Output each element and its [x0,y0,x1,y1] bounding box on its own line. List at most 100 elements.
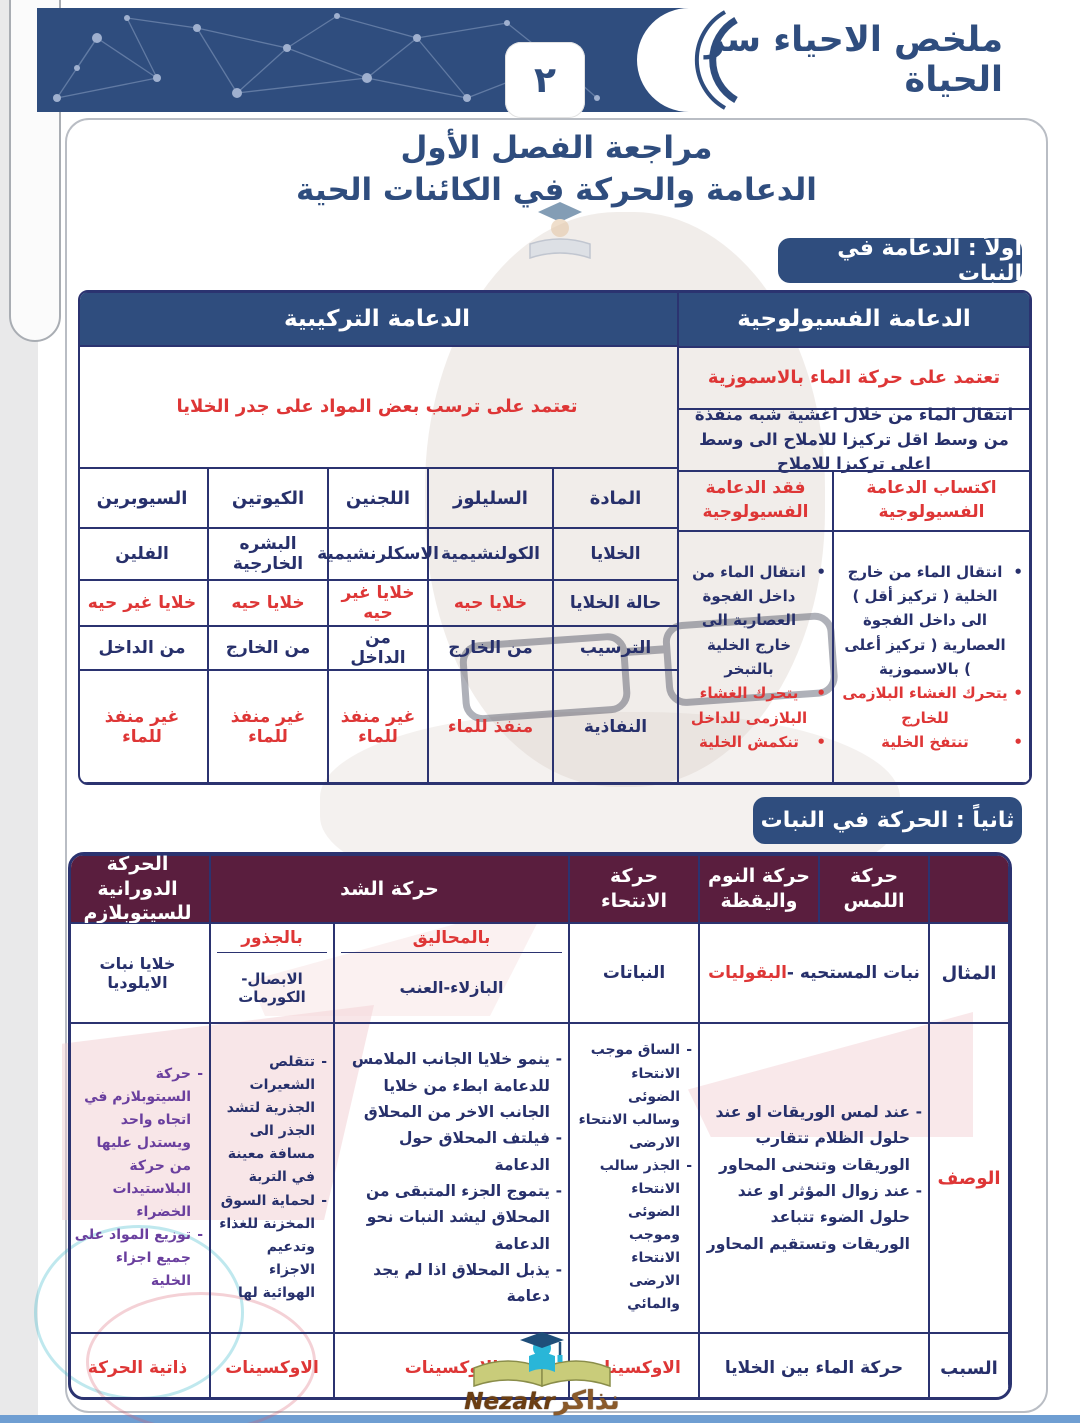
description-tendrils-4: يذبل المحلاق اذا لم يجد دعامة [341,1257,562,1310]
watermark-latin: Nezakr [464,1389,555,1415]
graduate-book-icon [473,1332,611,1388]
description-touch-2: عند زوال المؤثر او عند حلول الضوء تتباعد… [706,1178,922,1257]
section2-badge: ثانياً : الحركة في النبات [753,797,1022,844]
crescent-icon [694,10,738,110]
example-touch-plant: نبات المستحيه - [786,963,920,983]
description-rotation-1: حركة السيتوبلازم في اتجاه واحد ويستدل عل… [72,1063,203,1225]
col-header-material: المادة [553,468,678,528]
materials-header-row: المادة السليلوز اللجنين الكيوتين السيوبر… [80,468,678,528]
row-label-cause: السبب [929,1333,1009,1397]
loss-details: انتقال الماء من داخل الفجوة العصارية الى… [678,531,833,783]
section2-badge-label: ثانياً : الحركة في النبات [760,808,1015,833]
cell-value: الفلين [80,528,208,580]
cell-value: خلايا غير حيه [328,580,428,626]
row-permeability: النفاذية منفذ للماء غير منفذ للماء غير م… [80,670,678,783]
section1-badge: أولاً : الدعامة في النبات [778,235,1022,286]
title-line-1: مراجعة الفصل الأول [400,130,713,166]
nezakr-watermark: Nezakr نذاكر [462,1332,622,1416]
graduation-watermark-icon [529,202,591,260]
loss-point-3: تنكمش الخلية [685,730,826,755]
description-roots-1: تتقلص الشعيرات الجذرية لتشد الجذر الى مس… [217,1051,327,1190]
page-number: ٢ [534,59,556,101]
gain-loss-section: اكتساب الدعامة الفسيولوجية انتقال الماء … [678,471,1030,783]
page-number-tab: ٢ [505,42,585,118]
cause-roots: الاوكسينات [210,1333,334,1397]
example-touch: نبات المستحيه -البقوليات [699,923,929,1023]
loss-point-1: انتقال الماء من داخل الفجوة العصارية الى… [685,560,826,681]
header-sleep: حركة النوم والیقظة [699,855,819,923]
cell-value: منفذ للماء [428,670,553,783]
row-deposition: الترسيب من الخارج من الداخل من الخارج من… [80,626,678,670]
document-title: مراجعة الفصل الأول الدعامة والحركة في ال… [65,128,1048,212]
gain-details: انتقال الماء من خارج الخلية ( تركيز أقل … [833,531,1030,783]
cell-value: خلايا غير حيه [80,580,208,626]
physiological-header: الدعامة الفسيولوجية [678,292,1030,347]
description-rotation: حركة السيتوبلازم في اتجاه واحد ويستدل عل… [71,1023,210,1333]
cell-value: من الخارج [208,626,328,670]
cell-value: غير منفذ للماء [208,670,328,783]
loss-title: فقد الدعامة الفسيولوجية [678,471,833,532]
physiological-column: الدعامة الفسيولوجية تعتمد على حركة الماء… [678,292,1030,783]
corner-header [929,855,1009,923]
cell-value: من الداخل [80,626,208,670]
row-label: الترسيب [553,626,678,670]
roots-example: الابصال- الكورمات [238,969,306,1006]
section1-badge-label: أولاً : الدعامة في النبات [837,235,1022,286]
col-header-suberin: السيوبرين [80,468,208,528]
movement-table: حركة اللمس حركة النوم والیقظة حركة الانت… [68,852,1012,1400]
physiological-intro: تعتمد على حركة الماء بالاسموزية [678,346,1030,410]
cell-value: من الخارج [428,626,553,670]
row-cells: الخلايا الكولنشيمية الاسكلرنشيمية البشره… [80,528,678,580]
example-rotation: خلايا نبات الايلوديا [71,923,210,1023]
gain-point-1: انتقال الماء من خارج الخلية ( تركيز أقل … [840,560,1023,681]
cell-value: غير منفذ للماء [80,670,208,783]
row-label: الخلايا [553,528,678,580]
cause-rotation: ذاتية الحركة [71,1333,210,1397]
structural-intro: تعتمد على ترسب بعض المواد على جدر الخلاي… [80,345,678,468]
row-label: النفاذية [553,670,678,783]
description-tendrils-3: يتموج الجزء المتبقى من المحلاق ليشد النب… [341,1178,562,1257]
loss-column: فقد الدعامة الفسيولوجية انتقال الماء من … [678,471,833,783]
description-roots: تتقلص الشعيرات الجذرية لتشد الجذر الى مس… [210,1023,334,1333]
description-tropism: الساق موجب الانتحاء الضوئى وسالب الانتحا… [569,1023,699,1333]
cell-value: الاسكلرنشيمية [317,528,439,580]
gain-column: اكتساب الدعامة الفسيولوجية انتقال الماء … [833,471,1030,783]
description-tendrils-1: ينمو خلايا الجانب الملامس للدعامة ابطء م… [341,1046,562,1125]
cell-value: غير منفذ للماء [328,670,428,783]
cell-value: خلايا حيه [428,580,553,626]
description-tropism-1: الساق موجب الانتحاء الضوئى وسالب الانتحا… [576,1039,692,1154]
description-rotation-2: توزيع المواد على جميع اجزاء الخلية [72,1224,203,1293]
gain-point-3: تنتفخ الخلية [840,730,1023,755]
header-touch: حركة اللمس [819,855,929,923]
physiological-definition: انتقال الماء من خلال اغشية شبه منفذة من … [678,405,1030,473]
title-line-2: الدعامة والحركة في الكائنات الحية [296,171,817,208]
watermark-arabic: نذاكر [554,1386,620,1416]
structural-column: الدعامة التركيبية تعتمد على ترسب بعض الم… [80,292,678,783]
row-label-description: الوصف [929,1023,1009,1333]
description-touch: عند لمس الوريقات او عند حلول الظلام تتقا… [699,1023,929,1333]
row-cell-state: حالة الخلايا خلايا حيه خلايا غير حيه خلا… [80,580,678,626]
materials-subtable: المادة السليلوز اللجنين الكيوتين السيوبر… [80,468,678,783]
row-label: حالة الخلايا [553,580,678,626]
tendrils-title: بالمحاليق [341,928,562,953]
header-tension: حركة الشد [210,855,569,923]
brand-panel: ملخص الاحياء سر الحياة [637,8,1063,112]
col-header-cutin: الكيوتين [208,468,328,528]
background-red-ring [86,1292,316,1423]
loss-point-2: يتحرك الغشاء البلازمى للداخل [685,681,826,730]
cell-value: البشره الخارجية [208,528,328,580]
description-tendrils: ينمو خلايا الجانب الملامس للدعامة ابطء م… [334,1023,569,1333]
cell-value: من الداخل [328,626,428,670]
header-tropism: حركة الانتحاء [569,855,699,923]
example-tropism: النباتات [569,923,699,1023]
gain-title: اكتساب الدعامة الفسيولوجية [833,471,1030,532]
description-touch-1: عند لمس الوريقات او عند حلول الظلام تتقا… [706,1099,922,1178]
cell-value: الكولنشيمية [428,528,553,580]
description-tropism-2: الجذر سالب الانتحاء الضوئى وموجب الانتحا… [576,1155,692,1317]
col-header-lignin: اللجنين [328,468,428,528]
tendrils-example: البازلاء-العنب [399,978,504,997]
cause-touch: حركة الماء بين الخلايا [699,1333,929,1397]
brand-title: ملخص الاحياء سر الحياة [704,20,1003,100]
example-roots: بالجذور الابصال- الكورمات [210,923,334,1023]
